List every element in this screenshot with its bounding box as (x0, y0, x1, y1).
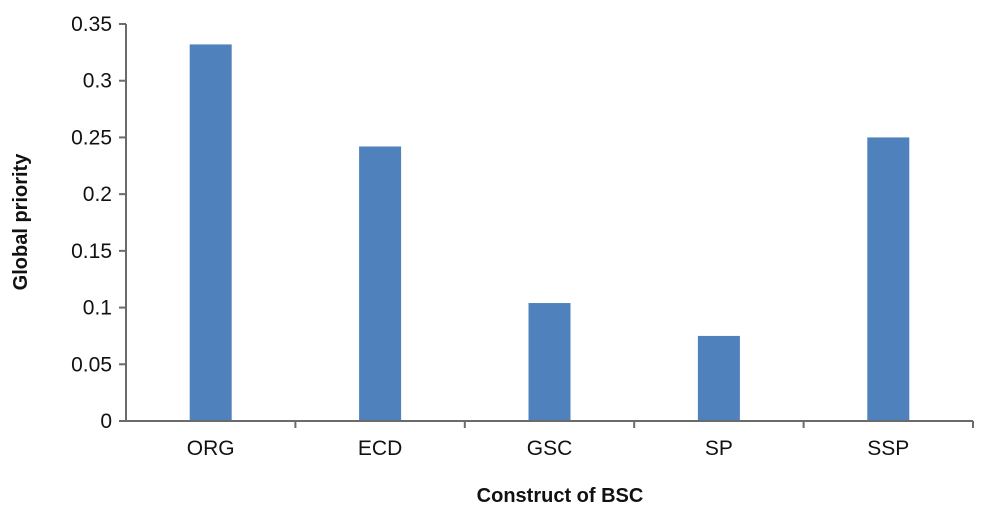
y-tick-label: 0.3 (83, 70, 112, 93)
y-tick-label: 0.1 (83, 297, 112, 320)
x-tick-label-sp: SP (705, 437, 733, 460)
axes (125, 24, 974, 428)
bar-ssp (867, 137, 910, 421)
x-tick-label-ecd: ECD (358, 437, 402, 460)
x-axis-tick-labels: ORG ECD GSC SP SSP (187, 437, 910, 460)
bars (189, 44, 910, 421)
y-tick-label: 0.35 (71, 13, 112, 36)
x-axis-title: Construct of BSC (477, 485, 644, 507)
y-tick-label: 0.15 (71, 240, 112, 263)
y-axis-ticks: 0 0.05 0.1 0.15 0.2 0.25 0.3 0.35 (71, 13, 126, 433)
x-tick-label-gsc: GSC (527, 437, 573, 460)
x-tick-label-ssp: SSP (867, 437, 909, 460)
bar-org (189, 44, 232, 421)
y-axis-title: Global priority (10, 153, 32, 291)
bar-gsc (528, 303, 571, 421)
bar-sp (697, 335, 740, 421)
y-tick-label: 0.05 (71, 353, 112, 376)
y-tick-label: 0.2 (83, 183, 112, 206)
bar-ecd (359, 146, 402, 421)
y-tick-label: 0 (100, 410, 112, 433)
x-tick-label-org: ORG (187, 437, 235, 460)
y-tick-label: 0.25 (71, 126, 112, 149)
